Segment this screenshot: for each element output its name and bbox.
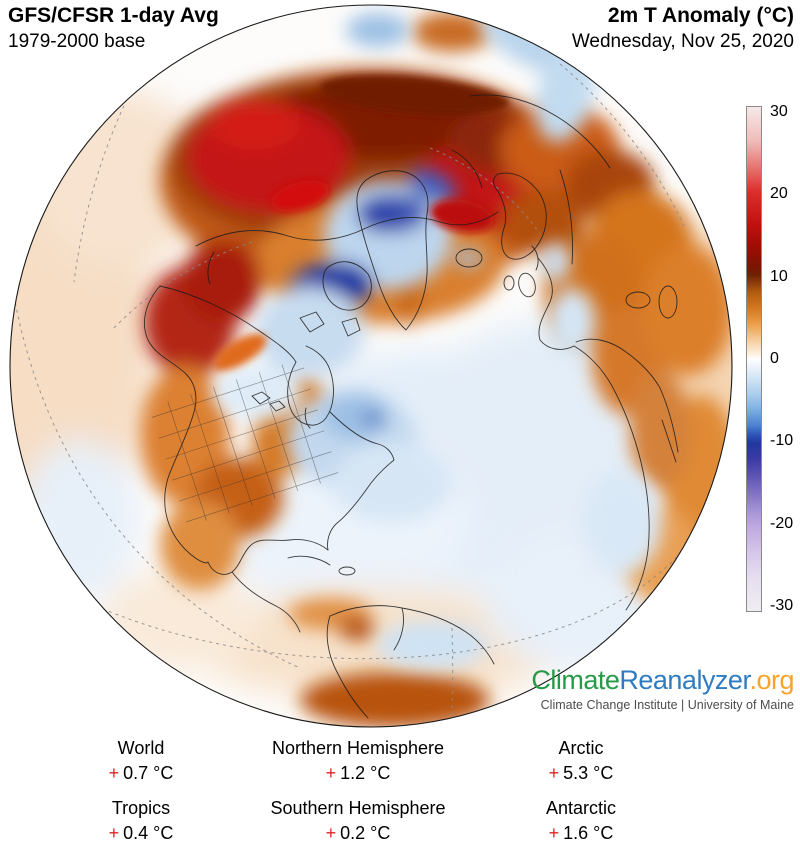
stat-label: World bbox=[117, 738, 165, 758]
stat-value: +0.7 °C bbox=[41, 763, 241, 784]
colorbar-tick: 20 bbox=[770, 185, 788, 202]
colorbar-tick: -10 bbox=[770, 432, 794, 449]
base-period-label: 1979-2000 base bbox=[8, 31, 146, 52]
colorbar bbox=[746, 106, 762, 612]
variable-title: 2m T Anomaly (°C) bbox=[607, 4, 794, 27]
coastlines bbox=[144, 94, 679, 719]
logo-part-climate: Climate bbox=[531, 665, 620, 695]
plus-sign: + bbox=[108, 823, 120, 843]
colorbar-tick: -20 bbox=[770, 515, 794, 532]
logo-tagline: Climate Change Institute | University of… bbox=[540, 698, 794, 712]
page-title: GFS/CFSR 1-day Avg bbox=[8, 4, 219, 27]
warm-anomaly-layer bbox=[140, 12, 732, 727]
anomaly-wash-layer bbox=[10, 90, 732, 700]
plus-sign: + bbox=[548, 763, 560, 783]
stat-label: Southern Hemisphere bbox=[270, 798, 446, 818]
stat-value: +1.2 °C bbox=[258, 763, 458, 784]
date-label: Wednesday, Nov 25, 2020 bbox=[571, 31, 794, 52]
stat-label: Tropics bbox=[111, 798, 171, 818]
cold-anomaly-layer bbox=[213, 13, 662, 669]
stat-tropics: Tropics +0.4 °C bbox=[41, 798, 241, 844]
stat-value: +5.3 °C bbox=[481, 763, 681, 784]
value-text: 5.3 °C bbox=[563, 763, 614, 783]
header-left: GFS/CFSR 1-day Avg 1979-2000 base bbox=[8, 4, 219, 53]
stat-southern-hemisphere: Southern Hemisphere +0.2 °C bbox=[258, 798, 458, 844]
us-state-borders bbox=[151, 364, 339, 523]
value-text: 0.2 °C bbox=[340, 823, 391, 843]
logo-link[interactable]: ClimateReanalyzer.org Climate Change Ins… bbox=[531, 666, 794, 713]
logo-wordmark: ClimateReanalyzer.org bbox=[531, 666, 794, 695]
stat-value: +1.6 °C bbox=[481, 823, 681, 844]
logo-part-reanalyzer: Reanalyzer bbox=[619, 665, 750, 695]
colorbar-tick: 0 bbox=[770, 350, 779, 367]
stat-northern-hemisphere: Northern Hemisphere +1.2 °C bbox=[258, 738, 458, 784]
logo-part-org: .org bbox=[749, 665, 794, 695]
plus-sign: + bbox=[108, 763, 120, 783]
stat-value: +0.2 °C bbox=[258, 823, 458, 844]
header-right: 2m T Anomaly (°C) Wednesday, Nov 25, 202… bbox=[572, 4, 794, 53]
globe-outline bbox=[9, 4, 733, 728]
stat-value: +0.4 °C bbox=[41, 823, 241, 844]
colorbar-tick: 10 bbox=[770, 268, 788, 285]
stat-arctic: Arctic +5.3 °C bbox=[481, 738, 681, 784]
value-text: 0.7 °C bbox=[123, 763, 174, 783]
plus-sign: + bbox=[548, 823, 560, 843]
stat-label: Northern Hemisphere bbox=[271, 738, 445, 758]
plus-sign: + bbox=[325, 823, 337, 843]
value-text: 1.6 °C bbox=[563, 823, 614, 843]
stat-antarctic: Antarctic +1.6 °C bbox=[481, 798, 681, 844]
colorbar-tick: 30 bbox=[770, 103, 788, 120]
detail-anomaly-layer bbox=[213, 75, 510, 371]
stat-label: Arctic bbox=[558, 738, 604, 758]
plus-sign: + bbox=[325, 763, 337, 783]
stat-label: Antarctic bbox=[545, 798, 617, 818]
value-text: 1.2 °C bbox=[340, 763, 391, 783]
stat-world: World +0.7 °C bbox=[41, 738, 241, 784]
value-text: 0.4 °C bbox=[123, 823, 174, 843]
colorbar-tick: -30 bbox=[770, 597, 794, 614]
